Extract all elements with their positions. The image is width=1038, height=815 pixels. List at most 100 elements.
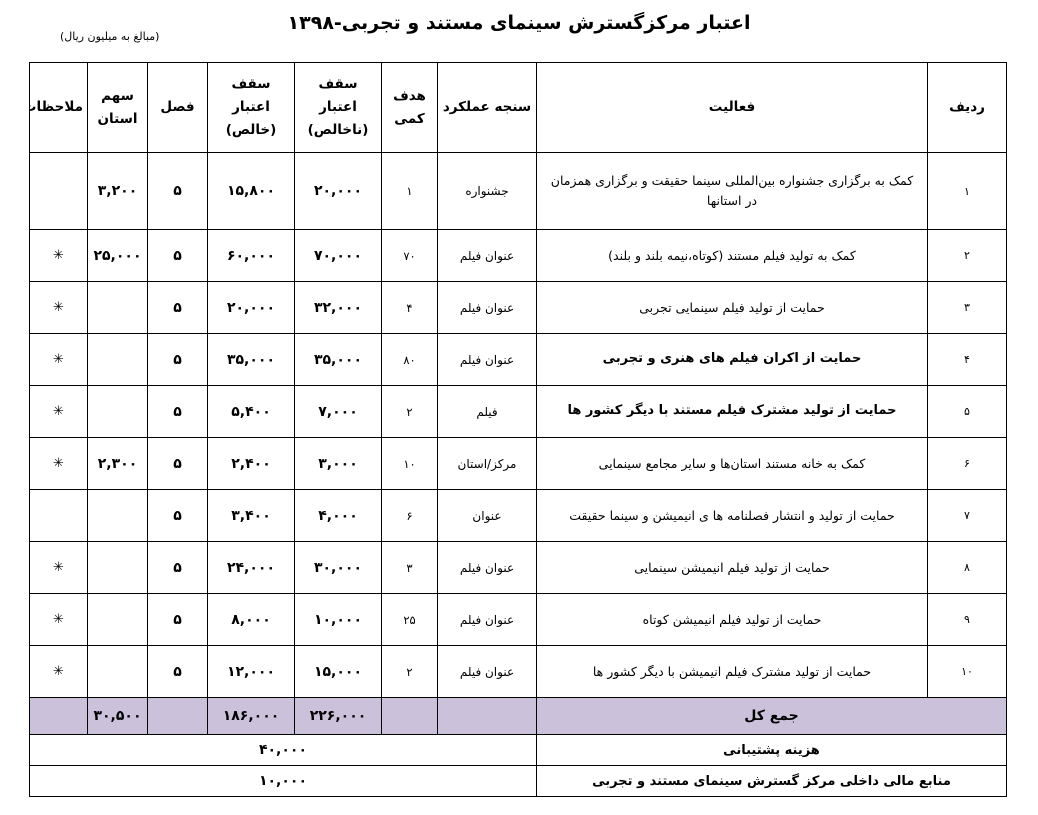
notes-cell: ✳ [29,645,88,698]
notes-cell: ✳ [29,229,88,282]
province-cell [87,645,148,698]
measure-cell: عنوان فیلم [437,541,537,594]
table-row: ۵ حمایت از تولید مشترک فیلم مستند با دیگ… [29,385,1007,438]
internal-resources-value: ۱۰,۰۰۰ [29,765,537,797]
net-cell: ۲۴,۰۰۰ [207,541,295,594]
internal-resources-row: منابع مالی داخلی مرکز گسترش سینمای مستند… [29,765,1007,797]
radif-cell: ۱۰ [927,645,1007,698]
radif-cell: ۹ [927,593,1007,646]
notes-cell: ✳ [29,281,88,334]
activity-cell: حمایت از اکران فیلم های هنری و تجربی [536,333,928,386]
activity-cell: کمک به تولید فیلم مستند (کوتاه،نیمه بلند… [536,229,928,282]
target-cell: ۱ [381,152,438,230]
net-cell: ۱۲,۰۰۰ [207,645,295,698]
table-row: ۲ کمک به تولید فیلم مستند (کوتاه،نیمه بل… [29,229,1007,282]
chapter-cell: ۵ [147,489,208,542]
target-cell: ۱۰ [381,437,438,490]
table-row: ۱ کمک به برگزاری جشنواره بین‌المللی سینم… [29,152,1007,230]
notes-cell [29,489,88,542]
activity-cell: حمایت از تولید فیلم انیمیشن کوتاه [536,593,928,646]
gross-cell: ۳۵,۰۰۰ [294,333,382,386]
measure-cell [437,697,537,735]
net-cell: ۵,۴۰۰ [207,385,295,438]
province-cell: ۲,۳۰۰ [87,437,148,490]
measure-cell: جشنواره [437,152,537,230]
currency-unit-note: (مبالغ به میلیون ریال) [60,30,160,43]
table-row: ۸ حمایت از تولید فیلم انیمیشن سینمایی عن… [29,541,1007,594]
measure-cell: عنوان فیلم [437,593,537,646]
target-cell: ۳ [381,541,438,594]
radif-cell: ۳ [927,281,1007,334]
notes-cell: ✳ [29,593,88,646]
header-measure: سنجه عملکرد [437,62,537,153]
grand-total-label: جمع کل [536,697,1007,735]
province-cell [87,541,148,594]
gross-cell: ۱۵,۰۰۰ [294,645,382,698]
chapter-cell: ۵ [147,229,208,282]
province-cell [87,385,148,438]
radif-cell: ۸ [927,541,1007,594]
notes-cell: ✳ [29,333,88,386]
measure-cell: عنوان فیلم [437,229,537,282]
table-row: ۱۰ حمایت از تولید مشترک فیلم انیمیشن با … [29,645,1007,698]
province-cell [87,489,148,542]
measure-cell: مرکز/استان [437,437,537,490]
target-cell: ۸۰ [381,333,438,386]
notes-cell: ✳ [29,385,88,438]
radif-cell: ۶ [927,437,1007,490]
gross-cell: ۱۰,۰۰۰ [294,593,382,646]
net-cell: ۳,۴۰۰ [207,489,295,542]
gross-cell: ۳,۰۰۰ [294,437,382,490]
measure-cell: عنوان [437,489,537,542]
activity-cell: حمایت از تولید مشترک فیلم انیمیشن با دیگ… [536,645,928,698]
radif-cell: ۴ [927,333,1007,386]
header-net: سقف اعتبار (خالص) [207,62,295,153]
target-cell: ۲ [381,645,438,698]
activity-cell: حمایت از تولید فیلم سینمایی تجربی [536,281,928,334]
radif-cell: ۵ [927,385,1007,438]
province-cell [87,593,148,646]
table-row: ۳ حمایت از تولید فیلم سینمایی تجربی عنوا… [29,281,1007,334]
net-total-cell: ۱۸۶,۰۰۰ [207,697,295,735]
province-cell: ۲۵,۰۰۰ [87,229,148,282]
chapter-cell: ۵ [147,593,208,646]
gross-cell: ۲۰,۰۰۰ [294,152,382,230]
net-cell: ۲,۴۰۰ [207,437,295,490]
radif-cell: ۷ [927,489,1007,542]
grand-total-row: جمع کل ۲۲۶,۰۰۰ ۱۸۶,۰۰۰ ۳۰,۵۰۰ [29,697,1007,735]
gross-cell: ۳۰,۰۰۰ [294,541,382,594]
table-row: ۷ حمایت از تولید و انتشار فصلنامه ها ی ا… [29,489,1007,542]
chapter-cell [147,697,208,735]
target-cell: ۷۰ [381,229,438,282]
measure-cell: عنوان فیلم [437,281,537,334]
target-cell: ۶ [381,489,438,542]
radif-cell: ۲ [927,229,1007,282]
chapter-cell: ۵ [147,385,208,438]
notes-cell: ✳ [29,437,88,490]
target-cell: ۴ [381,281,438,334]
activity-cell: حمایت از تولید فیلم انیمیشن سینمایی [536,541,928,594]
chapter-cell: ۵ [147,281,208,334]
activity-cell: کمک به برگزاری جشنواره بین‌المللی سینما … [536,152,928,230]
province-cell: ۳,۲۰۰ [87,152,148,230]
gross-cell: ۷۰,۰۰۰ [294,229,382,282]
gross-cell: ۴,۰۰۰ [294,489,382,542]
gross-cell: ۳۲,۰۰۰ [294,281,382,334]
header-row: ردیف فعالیت سنجه عملکرد هدف کمی سقف اعتب… [29,62,1007,153]
net-cell: ۱۵,۸۰۰ [207,152,295,230]
activity-cell: کمک به خانه مستند استان‌ها و سایر مجامع … [536,437,928,490]
header-notes: ملاحظات [29,62,88,153]
support-cost-label: هزینه پشتیبانی [536,734,1007,766]
target-cell [381,697,438,735]
notes-cell [29,152,88,230]
support-cost-value: ۴۰,۰۰۰ [29,734,537,766]
header-radif: ردیف [927,62,1007,153]
target-cell: ۲ [381,385,438,438]
radif-cell: ۱ [927,152,1007,230]
notes-cell [29,697,88,735]
activity-cell: حمایت از تولید و انتشار فصلنامه ها ی انی… [536,489,928,542]
province-total-cell: ۳۰,۵۰۰ [87,697,148,735]
net-cell: ۳۵,۰۰۰ [207,333,295,386]
header-province: سهم استان [87,62,148,153]
page-title: اعتبار مرکزگسترش سینمای مستند و تجربی-۱۳… [287,12,751,34]
